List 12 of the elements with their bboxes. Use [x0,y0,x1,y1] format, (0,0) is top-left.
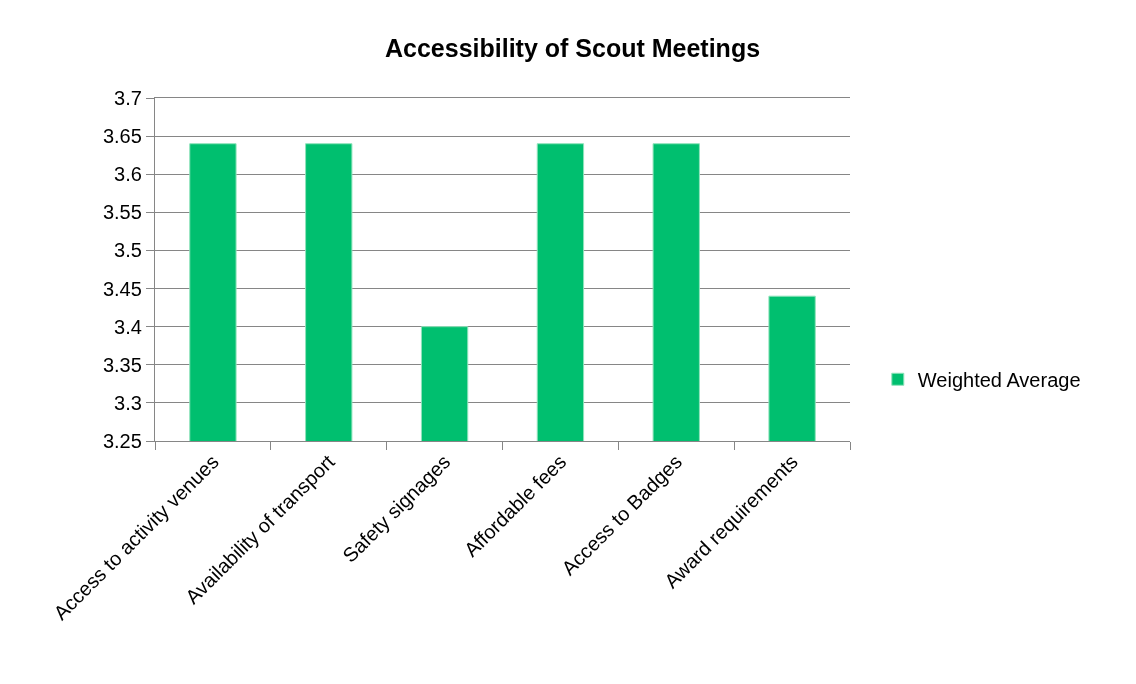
y-tick-label: 3.65 [102,125,142,148]
legend-label: Weighted Average [917,369,1081,392]
y-tick-label: 3.45 [102,277,142,300]
y-tick-label: 3.35 [102,353,142,376]
chart-title: Accessibility of Scout Meetings [385,33,761,62]
y-tick-label: 3.3 [114,391,142,414]
y-tick-label: 3.5 [114,239,142,262]
y-tick-label: 3.6 [114,163,142,186]
y-tick-label: 3.55 [102,201,142,224]
y-tick-label: 3.7 [114,87,142,109]
y-tick-label: 3.4 [114,315,142,338]
y-tick-label: 3.25 [102,430,142,452]
